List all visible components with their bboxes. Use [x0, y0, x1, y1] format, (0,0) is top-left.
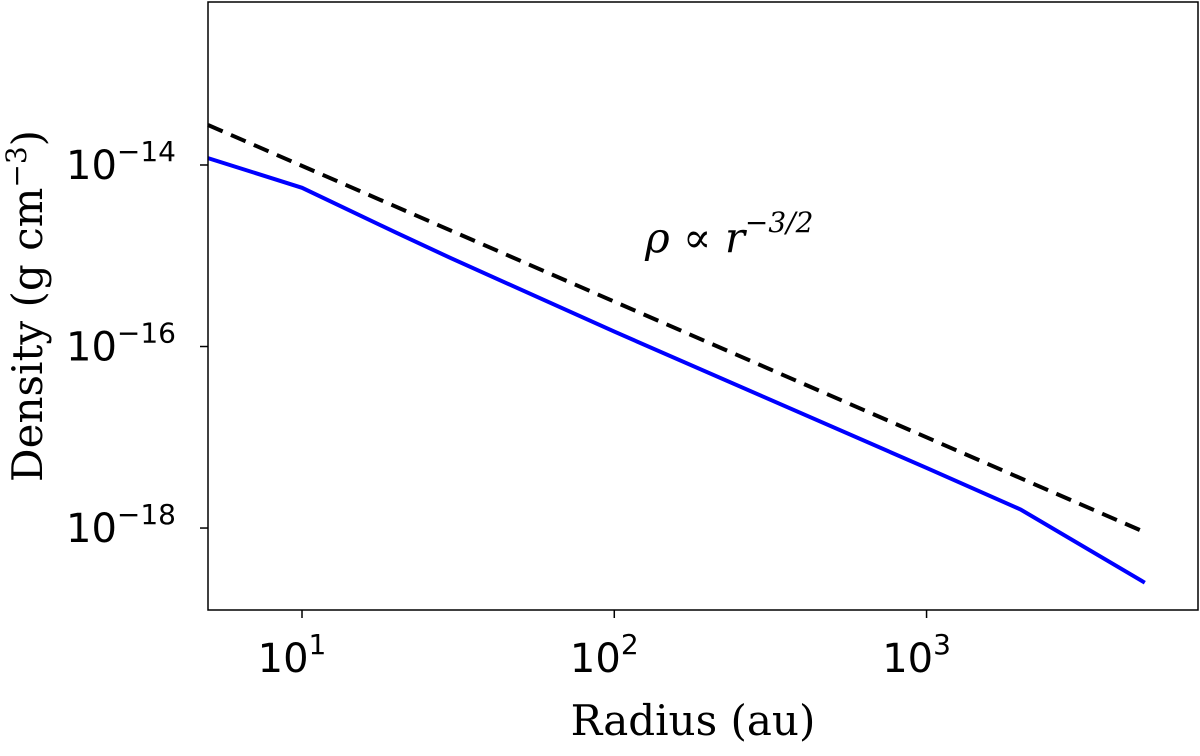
y-tick-label: 10−18 [66, 498, 176, 552]
plot-frame [207, 1, 1199, 611]
y-axis-label: Density (g cm−3) [0, 130, 52, 482]
data-line [207, 156, 1146, 585]
y-tick-label: 10−14 [66, 135, 176, 189]
y-tick-label: 10−16 [66, 317, 176, 371]
x-tick-label: 103 [882, 628, 951, 682]
annotation: ρ ∝ r−3/2 [644, 206, 813, 262]
x-tick-label: 101 [258, 628, 327, 682]
x-axis-label: Radius (au) [571, 696, 816, 745]
x-tick-label: 102 [570, 628, 639, 682]
data-line [207, 123, 1146, 535]
